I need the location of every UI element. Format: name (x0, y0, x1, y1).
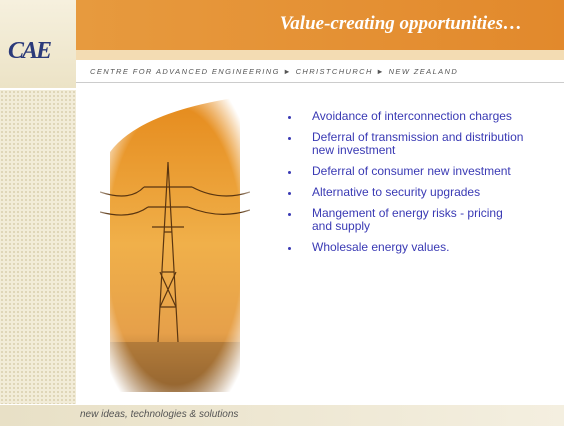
bullet-dot (288, 192, 291, 195)
subtitle: CENTRE FOR ADVANCED ENGINEERING ► CHRIST… (90, 67, 459, 76)
title: Value-creating opportunities… (279, 13, 522, 34)
bullet-dot (288, 213, 291, 216)
bullet-item: Avoidance of interconnection charges (286, 110, 526, 123)
bullet-text: Alternative to security upgrades (312, 185, 481, 199)
header-rule (76, 50, 564, 60)
side-pattern (0, 90, 76, 404)
bullet-text: Wholesale energy values. (312, 240, 450, 254)
tagline: new ideas, technologies & solutions (80, 409, 239, 420)
bullet-dot (288, 116, 291, 119)
bullet-item: Mangement of energy risks - pricing and … (286, 207, 526, 233)
bullet-text: Mangement of energy risks - pricing and … (312, 206, 503, 233)
subtitle-line (76, 82, 564, 83)
bullet-list: Avoidance of interconnection charges Defe… (286, 110, 526, 262)
pylon-photo (100, 92, 250, 400)
bullet-text: Deferral of consumer new investment (312, 164, 511, 178)
bullet-item: Alternative to security upgrades (286, 186, 526, 199)
title-bar: Value-creating opportunities… (76, 0, 564, 50)
bullet-dot (288, 171, 291, 174)
logo: CAE (8, 38, 52, 64)
bullet-dot (288, 137, 291, 140)
bullet-item: Deferral of consumer new investment (286, 165, 526, 178)
bullet-item: Wholesale energy values. (286, 241, 526, 254)
footer: new ideas, technologies & solutions (0, 405, 564, 426)
bullet-dot (288, 247, 291, 250)
logo-box: CAE (0, 0, 76, 88)
bullet-text: Deferral of transmission and distributio… (312, 130, 524, 157)
bullet-text: Avoidance of interconnection charges (312, 109, 512, 123)
bullet-item: Deferral of transmission and distributio… (286, 131, 526, 157)
